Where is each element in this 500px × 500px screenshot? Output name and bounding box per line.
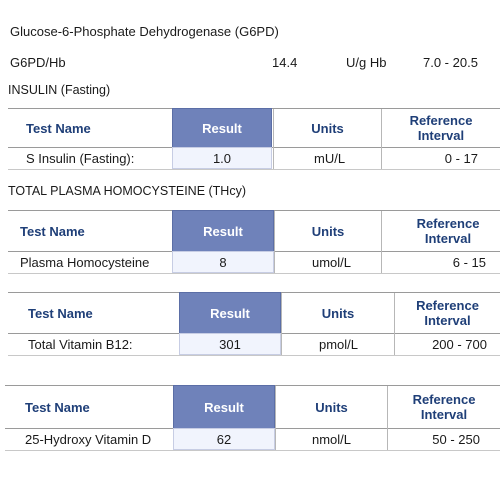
insulin-data-row: S Insulin (Fasting): 1.0 mU/L 0 - 17 — [8, 147, 500, 170]
g6pd-title: Glucose-6-Phosphate Dehydrogenase (G6PD) — [10, 24, 279, 39]
homocysteine-table: Test Name Result Units Reference Interva… — [8, 210, 500, 274]
g6pd-units: U/g Hb — [346, 55, 387, 70]
vitd-row-units: nmol/L — [312, 431, 352, 447]
b12-header-test: Test Name — [28, 305, 93, 321]
insulin-row-units: mU/L — [314, 150, 346, 166]
b12-row-result: 301 — [179, 333, 281, 355]
vitd-header-reference: Reference Interval — [388, 386, 500, 428]
b12-header-result: Result — [179, 292, 281, 334]
b12-data-row: Total Vitamin B12: 301 pmol/L 200 - 700 — [8, 333, 500, 356]
homocysteine-row-result: 8 — [172, 251, 274, 273]
insulin-header-ref-line2: Interval — [417, 128, 465, 143]
g6pd-result: 14.4 — [272, 55, 298, 70]
insulin-header-ref-line1: Reference — [409, 113, 473, 128]
homocysteine-title: TOTAL PLASMA HOMOCYSTEINE (THcy) — [8, 184, 246, 198]
b12-row-name: Total Vitamin B12: — [28, 336, 133, 352]
insulin-row-result: 1.0 — [172, 147, 272, 169]
vitd-header-units: Units — [315, 399, 348, 415]
b12-header-ref-line2: Interval — [424, 313, 471, 328]
insulin-row-name: S Insulin (Fasting): — [26, 150, 135, 166]
homocysteine-header-units: Units — [311, 223, 345, 239]
homocysteine-header-ref-line2: Interval — [424, 231, 472, 246]
g6pd-reference: 7.0 - 20.5 — [423, 55, 478, 70]
b12-table: Test Name Result Units Reference Interva… — [8, 292, 500, 356]
b12-row-reference: 200 - 700 — [432, 336, 487, 352]
b12-header-ref-line1: Reference — [416, 298, 479, 313]
g6pd-test-name: G6PD/Hb — [10, 55, 66, 70]
insulin-title: INSULIN (Fasting) — [8, 83, 111, 97]
b12-header-units: Units — [321, 305, 355, 321]
homocysteine-header-row: Test Name Result Units Reference Interva… — [8, 210, 500, 252]
homocysteine-header-result: Result — [172, 210, 274, 252]
homocysteine-header-test: Test Name — [20, 223, 85, 239]
insulin-header-row: Test Name Result Units Reference Interva… — [8, 108, 500, 148]
vitd-row-reference: 50 - 250 — [432, 431, 480, 447]
vitd-header-test: Test Name — [25, 399, 90, 415]
vitd-header-ref-line2: Interval — [420, 407, 468, 422]
vitd-table: Test Name Result Units Reference Interva… — [5, 385, 500, 451]
homocysteine-row-units: umol/L — [312, 254, 352, 270]
insulin-table: Test Name Result Units Reference Interva… — [8, 108, 500, 170]
homocysteine-header-reference: Reference Interval — [388, 211, 500, 251]
vitd-header-row: Test Name Result Units Reference Interva… — [5, 385, 500, 429]
homocysteine-row-reference: 6 - 15 — [452, 254, 486, 270]
insulin-header-result: Result — [172, 108, 272, 148]
vitd-header-result: Result — [173, 385, 275, 429]
b12-header-row: Test Name Result Units Reference Interva… — [8, 292, 500, 334]
homocysteine-data-row: Plasma Homocysteine 8 umol/L 6 - 15 — [8, 251, 500, 274]
insulin-header-reference: Reference Interval — [382, 109, 500, 147]
vitd-data-row: 25-Hydroxy Vitamin D 62 nmol/L 50 - 250 — [5, 428, 500, 451]
insulin-row-reference: 0 - 17 — [444, 150, 478, 166]
vitd-row-result: 62 — [173, 428, 275, 450]
insulin-header-units: Units — [311, 120, 344, 136]
insulin-header-test: Test Name — [26, 120, 91, 136]
vitd-header-ref-line1: Reference — [412, 392, 476, 407]
b12-row-units: pmol/L — [319, 336, 359, 352]
b12-header-reference: Reference Interval — [395, 293, 500, 333]
homocysteine-row-name: Plasma Homocysteine — [20, 254, 150, 270]
vitd-row-name: 25-Hydroxy Vitamin D — [25, 431, 152, 447]
homocysteine-header-ref-line1: Reference — [416, 216, 480, 231]
